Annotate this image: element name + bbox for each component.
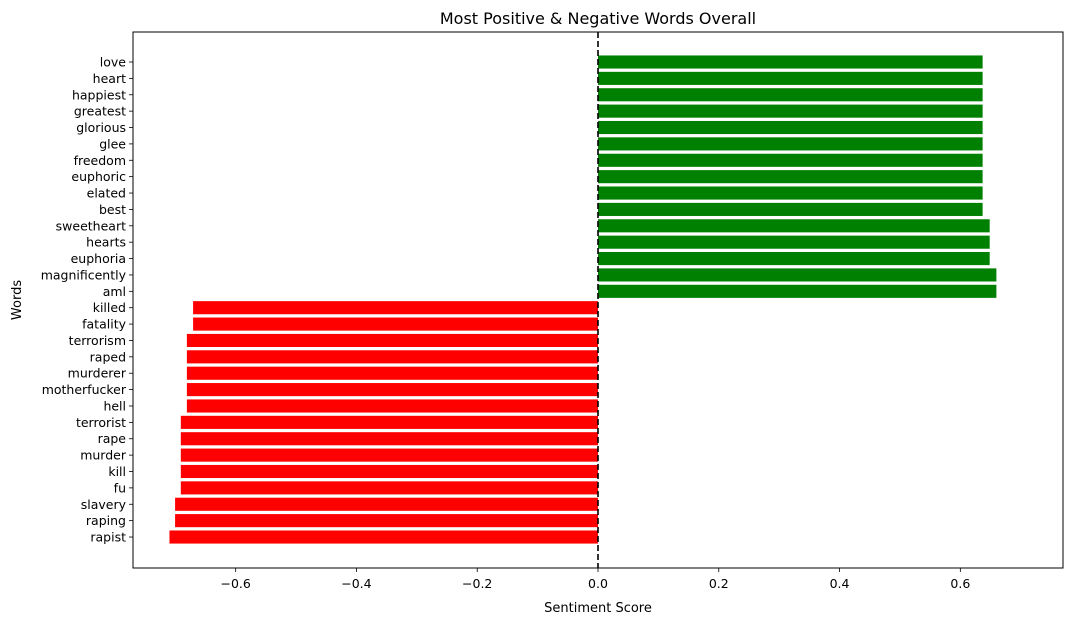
bar-murder bbox=[180, 448, 599, 462]
x-tick-label: −0.4 bbox=[341, 576, 371, 591]
bar-murderer bbox=[186, 366, 598, 380]
y-tick-label: rape bbox=[98, 431, 127, 446]
bar-euphoria bbox=[598, 252, 990, 266]
y-tick-label: hell bbox=[103, 398, 126, 413]
bar-glee bbox=[598, 137, 983, 151]
x-tick-label: 0.0 bbox=[588, 576, 608, 591]
bar-euphoric bbox=[598, 170, 983, 184]
x-tick-label: −0.6 bbox=[220, 576, 250, 591]
bar-raping bbox=[175, 514, 598, 528]
y-tick-label: elated bbox=[87, 186, 126, 201]
bar-raped bbox=[186, 350, 598, 364]
bar-heart bbox=[598, 71, 983, 85]
y-tick-label: terrorism bbox=[69, 333, 126, 348]
y-tick-label: magnificently bbox=[41, 267, 127, 282]
y-tick-label: freedom bbox=[74, 153, 126, 168]
bar-hearts bbox=[598, 235, 990, 249]
x-tick-label: 0.6 bbox=[950, 576, 970, 591]
y-tick-label: slavery bbox=[81, 497, 127, 512]
bar-fu bbox=[180, 481, 599, 495]
chart-title: Most Positive & Negative Words Overall bbox=[440, 9, 756, 28]
bar-best bbox=[598, 202, 983, 216]
x-tick-label: 0.2 bbox=[709, 576, 729, 591]
y-tick-label: aml bbox=[103, 284, 126, 299]
bar-elated bbox=[598, 186, 983, 200]
y-tick-label: glee bbox=[99, 136, 126, 151]
bar-motherfucker bbox=[186, 383, 598, 397]
y-tick-label: hearts bbox=[86, 235, 126, 250]
bar-greatest bbox=[598, 104, 983, 118]
bars bbox=[169, 55, 997, 544]
bar-terrorist bbox=[180, 415, 599, 429]
y-tick-label: murderer bbox=[68, 366, 127, 381]
bar-magnificently bbox=[598, 268, 997, 282]
y-tick-label: greatest bbox=[74, 104, 126, 119]
y-tick-label: killed bbox=[93, 300, 126, 315]
bar-hell bbox=[186, 399, 598, 413]
y-tick-label: love bbox=[100, 55, 127, 70]
y-tick-label: heart bbox=[93, 71, 126, 86]
y-tick-label: murder bbox=[80, 448, 127, 463]
x-axis-label: Sentiment Score bbox=[544, 601, 652, 616]
y-axis-label: Words bbox=[10, 280, 25, 320]
y-tick-label: kill bbox=[108, 464, 126, 479]
y-tick-label: euphoria bbox=[71, 251, 126, 266]
y-tick-label: rapist bbox=[90, 530, 126, 545]
y-tick-label: raped bbox=[90, 349, 126, 364]
x-tick-label: −0.2 bbox=[462, 576, 492, 591]
y-tick-label: fatality bbox=[82, 317, 126, 332]
bar-freedom bbox=[598, 153, 983, 167]
bar-glorious bbox=[598, 120, 983, 135]
bar-fatality bbox=[193, 317, 599, 331]
bar-sweetheart bbox=[598, 219, 990, 233]
bar-rapist bbox=[169, 530, 598, 544]
y-tick-label: best bbox=[99, 202, 126, 217]
bar-killed bbox=[193, 301, 599, 315]
x-tick-label: 0.4 bbox=[830, 576, 850, 591]
x-axis-ticks: −0.6 −0.4 −0.2 0.0 0.2 0.4 0.6 bbox=[220, 568, 970, 591]
y-tick-label: fu bbox=[114, 480, 126, 495]
y-tick-label: euphoric bbox=[71, 169, 126, 184]
y-tick-label: terrorist bbox=[76, 415, 126, 430]
bar-terrorism bbox=[186, 333, 598, 348]
bar-slavery bbox=[175, 497, 598, 511]
y-tick-label: motherfucker bbox=[42, 382, 127, 397]
bar-rape bbox=[180, 432, 599, 446]
y-tick-label: raping bbox=[86, 513, 126, 528]
bar-happiest bbox=[598, 88, 983, 102]
y-tick-label: happiest bbox=[72, 87, 126, 102]
bar-kill bbox=[180, 464, 599, 479]
y-tick-label: glorious bbox=[76, 120, 126, 135]
bar-aml bbox=[598, 284, 997, 298]
bar-love bbox=[598, 55, 983, 69]
y-tick-label: sweetheart bbox=[56, 218, 126, 233]
